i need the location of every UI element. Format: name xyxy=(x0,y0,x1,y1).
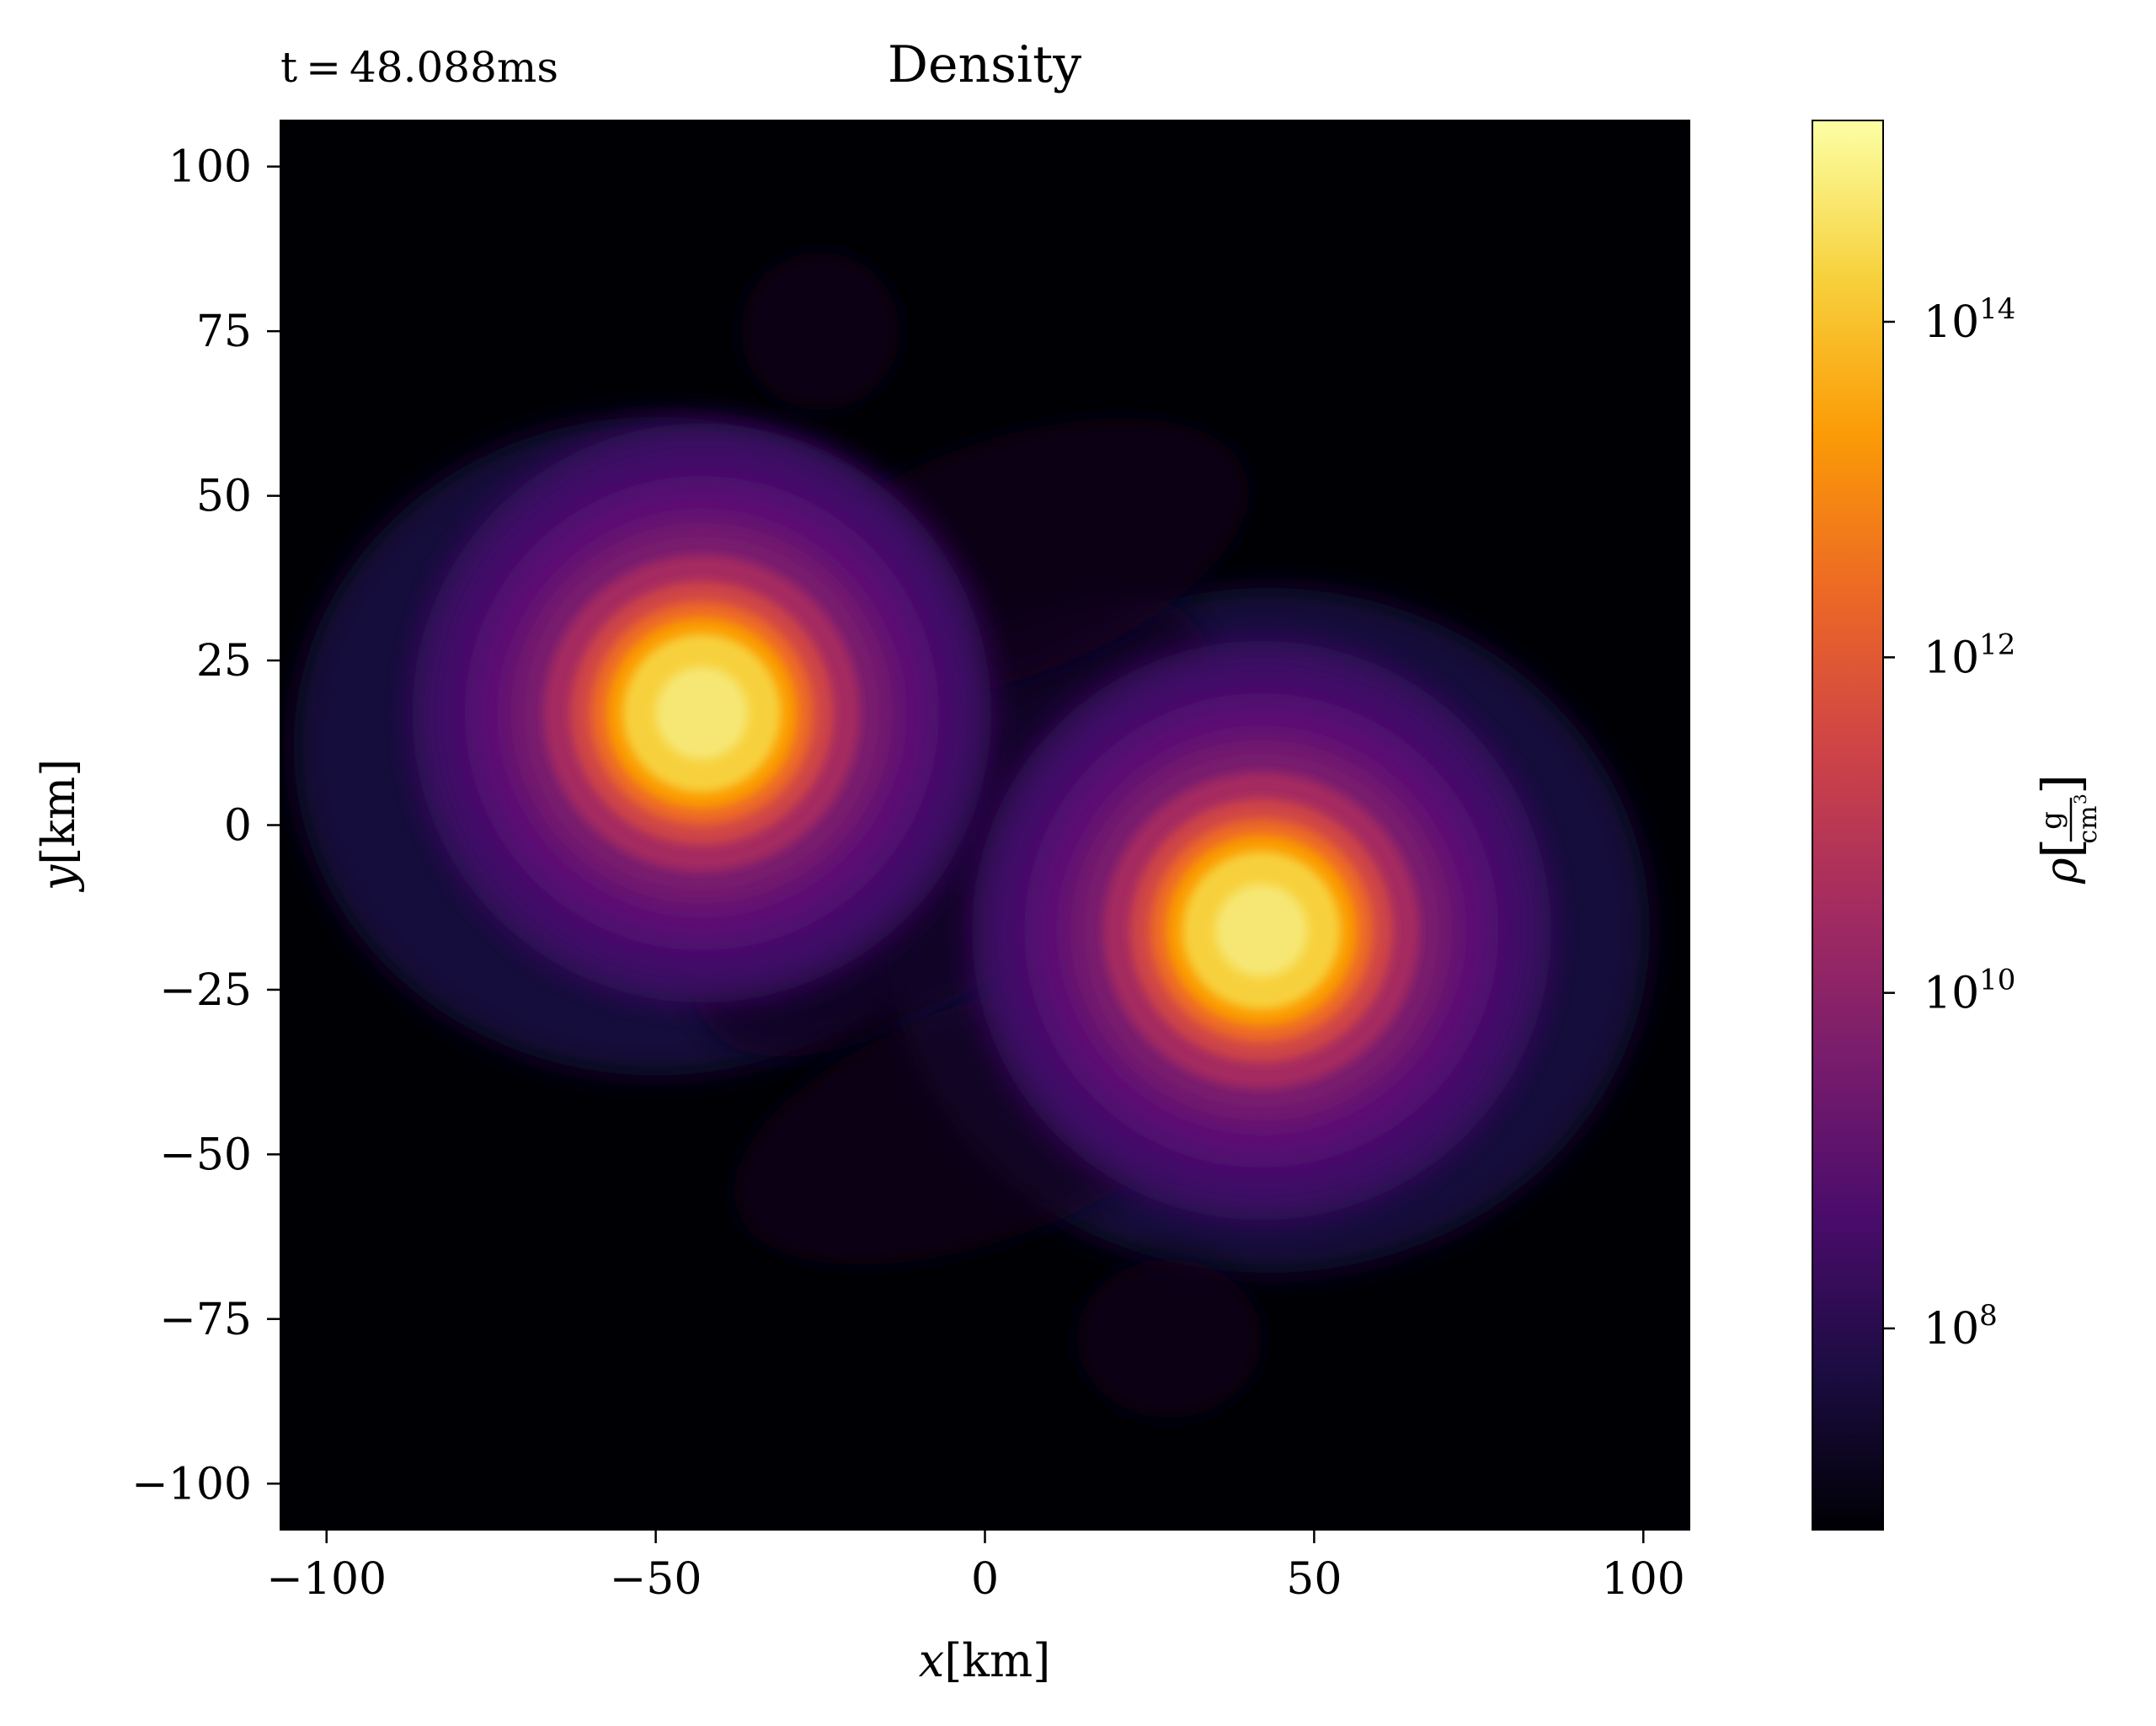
colorbar-tick-label: 1014 xyxy=(1924,292,2015,348)
colorbar-ticks: 108 1010 1012 1014 xyxy=(1883,292,2015,1355)
chart-title: Density xyxy=(888,35,1081,94)
x-axis-label: x[km] xyxy=(919,1634,1051,1687)
density-contour xyxy=(655,666,749,760)
y-tick-label: −25 xyxy=(159,965,252,1016)
star-cores-layer xyxy=(412,423,1551,1221)
colorbar-label-bracket-right: ] xyxy=(2031,774,2092,794)
colorbar-tick-label: 1012 xyxy=(1924,628,2015,683)
colorbar-gradient xyxy=(1812,120,1884,1531)
x-tick-label: 50 xyxy=(1286,1554,1342,1605)
colorbar-label-bracket-left: [ xyxy=(2031,838,2092,858)
ejecta-cloud xyxy=(741,252,899,410)
y-axis-label: y[km] xyxy=(32,759,85,893)
colorbar-label-denominator: cm xyxy=(2073,805,2103,843)
y-tick-label: 0 xyxy=(224,801,252,852)
x-tick-label: −50 xyxy=(610,1554,702,1605)
colorbar-label-denominator-exp: 3 xyxy=(2070,794,2090,804)
time-label: t = 48.088ms xyxy=(280,43,558,92)
colorbar-tick-label: 108 xyxy=(1924,1299,1998,1355)
colorbar-label-numerator: g xyxy=(2035,811,2068,830)
colorbar-label-rho: ρ xyxy=(2036,858,2087,884)
star-left xyxy=(412,423,992,1003)
x-tick-label: −100 xyxy=(266,1554,387,1605)
x-tick-label: 100 xyxy=(1602,1554,1685,1605)
density-heatmap xyxy=(280,120,1689,1530)
y-tick-label: 75 xyxy=(196,307,252,357)
ejecta-cloud xyxy=(1076,1259,1262,1419)
colorbar-tick-label: 1010 xyxy=(1924,964,2015,1019)
y-tick-label: −50 xyxy=(159,1130,252,1180)
star-right xyxy=(971,640,1551,1221)
y-axis: 100 75 50 25 0 −25 −50 −75 −100 xyxy=(131,142,280,1510)
colorbar: 108 1010 1012 1014 ρ [ g cm 3 ] xyxy=(1812,120,2103,1531)
y-tick-label: 50 xyxy=(196,472,252,522)
x-axis: −100 −50 0 50 100 xyxy=(266,1530,1685,1605)
y-tick-label: −75 xyxy=(159,1295,252,1345)
y-tick-label: −100 xyxy=(131,1459,252,1510)
colorbar-label: ρ [ g cm 3 ] xyxy=(2031,774,2103,884)
x-tick-label: 0 xyxy=(971,1554,999,1605)
y-tick-label: 100 xyxy=(168,142,252,193)
y-tick-label: 25 xyxy=(196,636,252,687)
density-contour xyxy=(1215,884,1308,977)
